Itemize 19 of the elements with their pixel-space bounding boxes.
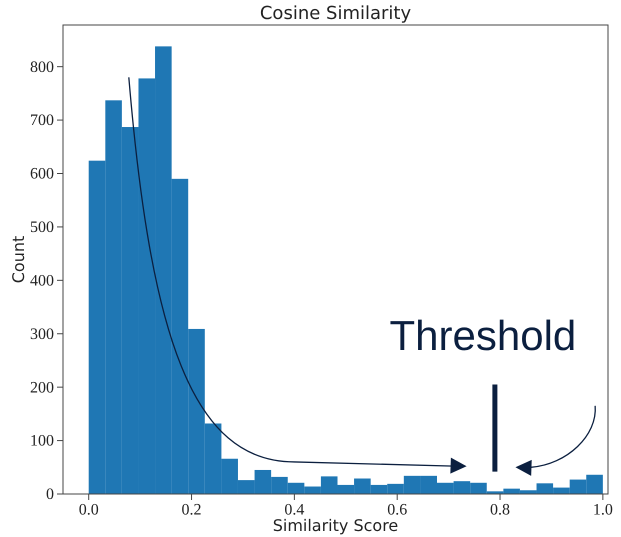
y-tick-label: 100	[30, 432, 54, 450]
x-tick-label: 0.0	[78, 501, 99, 518]
y-tick-label: 700	[30, 112, 54, 130]
ref-line-label: Threshold	[390, 312, 576, 359]
x-tick-label: 0.4	[284, 501, 304, 518]
x-tick-label: 0.2	[182, 501, 202, 518]
y-tick-label: 500	[30, 219, 54, 236]
x-tick-label: 0.8	[490, 501, 510, 518]
y-tick-label: 400	[30, 272, 54, 290]
x-axis-title: Similarity Score	[272, 516, 398, 535]
y-tick-label: 0	[46, 486, 54, 504]
x-tick-label: 1.0	[592, 501, 613, 518]
x-tick-label: 0.6	[387, 501, 408, 518]
y-tick-label: 600	[30, 166, 54, 183]
y-axis-title: Count	[9, 236, 28, 284]
y-tick-label: 800	[30, 58, 54, 76]
y-tick-label: 200	[30, 379, 54, 396]
y-tick-label: 300	[30, 326, 54, 343]
chart-title: Cosine Similarity	[260, 3, 412, 24]
